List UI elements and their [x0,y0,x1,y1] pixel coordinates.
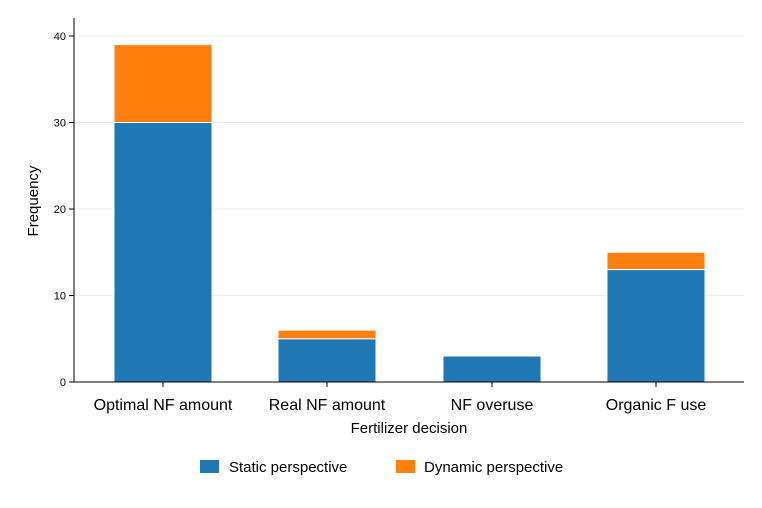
x-tick-label-0: Optimal NF amount [94,397,233,414]
legend-swatch-1 [396,460,415,473]
bar-dynamic-1 [277,329,377,340]
x-tick-label-2: NF overuse [451,397,534,414]
x-tick-labels: Optimal NF amount Real NF amount NF overus… [94,382,707,414]
bar-static-1 [277,338,377,383]
y-tick-label-30: 30 [54,118,66,130]
y-tick-label-40: 40 [54,31,66,43]
legend-label-0: Static perspective [229,459,347,476]
legend-swatch-0 [200,460,219,473]
y-ticks: 0 10 20 30 40 [54,31,74,389]
x-axis-title: Fertilizer decision [351,420,468,437]
legend: Static perspective Dynamic perspective [200,459,563,476]
bar-dynamic-0 [113,44,213,123]
legend-label-1: Dynamic perspective [424,459,563,476]
y-axis-title: Frequency [25,165,42,236]
x-tick-label-3: Organic F use [606,397,707,414]
bar-static-0 [113,122,213,383]
bar-static-3 [606,269,706,383]
bar-static-2 [442,355,542,383]
bars [113,44,706,383]
x-tick-label-1: Real NF amount [269,397,386,414]
y-tick-label-0: 0 [60,377,66,389]
bar-dynamic-3 [606,251,706,271]
y-tick-label-10: 10 [54,291,66,303]
y-tick-label-20: 20 [54,204,66,216]
